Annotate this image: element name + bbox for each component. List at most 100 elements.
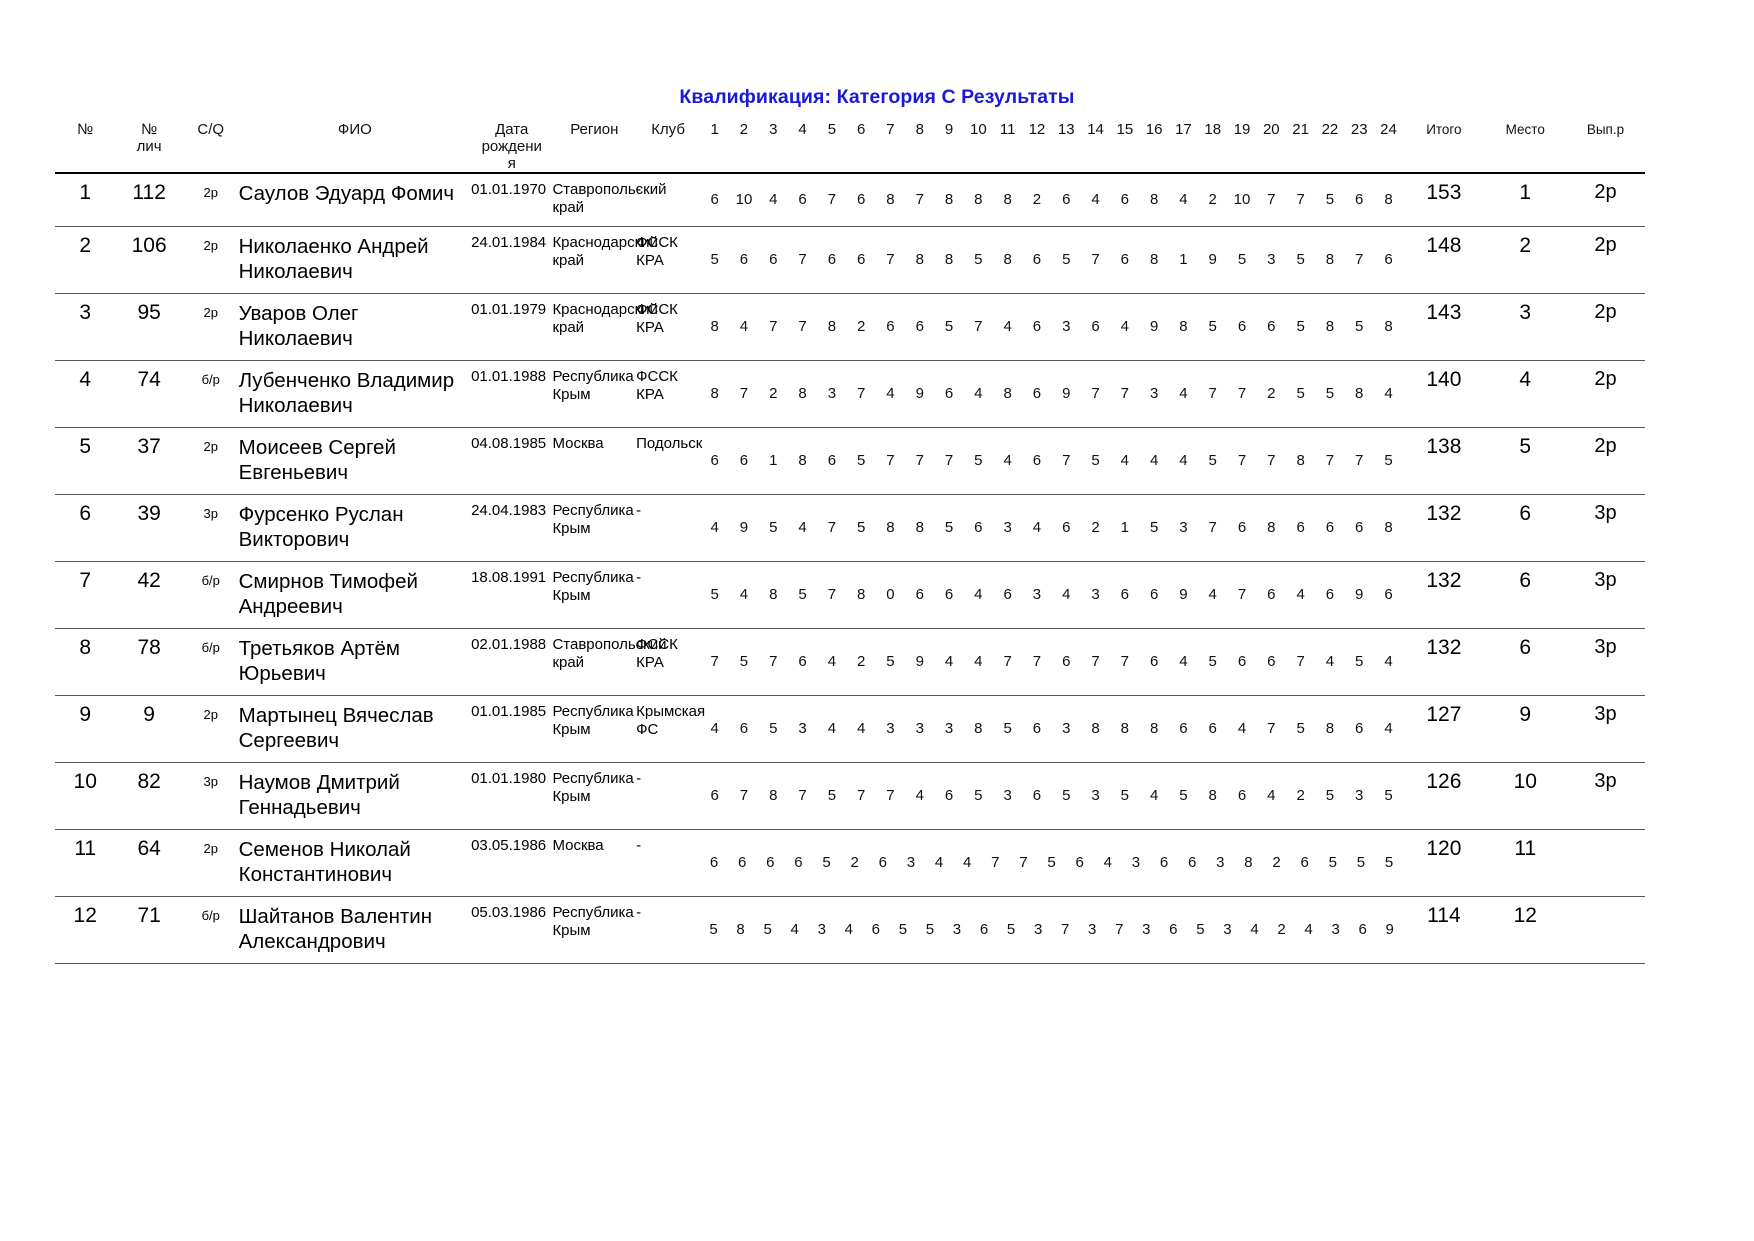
row-series-scores: 4 9 5 4 7 5 8 8 5 6 3 4 6 2 1 5 3 7 6 8 6 6 6 8 [700, 494, 1404, 563]
row-dob: 18.08.1991 [471, 561, 553, 630]
score-cell-4: 7 [798, 250, 807, 268]
col-header-dob-line2: рождени [481, 137, 542, 155]
score-cell-10: 3 [952, 920, 962, 938]
row-place: 4 [1484, 360, 1566, 429]
row-cq: б/р [182, 628, 239, 697]
score-cell-4: 4 [798, 518, 807, 536]
row-vyp: 3р [1565, 762, 1645, 831]
score-cell-19: 6 [1237, 786, 1247, 804]
score-cell-9: 5 [944, 317, 954, 335]
row-series-scores: 6 7 8 7 5 7 7 4 6 5 3 6 5 3 5 4 5 8 6 4 2 5 3 5 [700, 762, 1404, 831]
series-header-18: 18 [1204, 121, 1222, 138]
score-cell-12: 6 [1032, 451, 1042, 469]
table-row[interactable]: 10 82 3р Наумов Дмитрий Геннадьевич 01.01.19… [55, 762, 1645, 831]
table-row[interactable]: 5 37 2р Моисеев Сергей Евгеньевич 04.08.1985… [55, 427, 1645, 496]
score-cell-5: 3 [817, 920, 826, 938]
score-cell-10: 5 [974, 786, 983, 804]
table-row[interactable]: 6 39 3р Фурсенко Руслан Викторович 24.04.198… [55, 494, 1645, 563]
score-cell-5: 6 [827, 451, 837, 469]
table-row[interactable]: 8 78 б/р Третьяков Артём Юрьевич 02.01.1988 С… [55, 628, 1645, 697]
score-cell-12: 6 [1032, 250, 1042, 268]
score-cell-7: 4 [886, 384, 895, 402]
score-cell-14: 3 [1091, 786, 1100, 804]
score-cell-21: 4 [1296, 585, 1305, 603]
row-place: 9 [1484, 695, 1566, 764]
score-cell-24: 4 [1384, 719, 1393, 737]
row-bib: 9 [115, 695, 183, 764]
score-cell-12: 6 [1032, 317, 1042, 335]
score-cell-13: 6 [1062, 518, 1071, 536]
score-cell-18: 7 [1208, 384, 1217, 402]
score-cell-15: 4 [1120, 317, 1129, 335]
table-row[interactable]: 3 95 2р Уваров Олег Николаевич 01.01.1979 Кра… [55, 293, 1645, 362]
row-club: ФССК КРА [636, 293, 701, 362]
series-header-15: 15 [1116, 121, 1134, 138]
score-cell-13: 9 [1062, 384, 1071, 402]
series-header-5: 5 [827, 121, 837, 138]
score-cell-3: 5 [769, 518, 778, 536]
score-cell-8: 5 [898, 920, 908, 938]
score-cell-20: 8 [1244, 853, 1253, 871]
score-cell-10: 4 [974, 384, 983, 402]
score-cell-1: 5 [710, 585, 719, 603]
row-place: 6 [1484, 494, 1566, 563]
score-cell-2: 5 [739, 652, 749, 670]
row-fio: Саулов Эдуард Фомич [238, 173, 472, 228]
score-cell-18: 6 [1208, 719, 1217, 737]
col-header-series: 1 2 3 4 5 6 7 8 9 10 11 12 13 14 15 16 17 18 19 20 21 22 23 24 [700, 121, 1404, 175]
row-series-scores: 6 10 4 6 7 6 8 7 8 8 8 2 6 4 6 8 4 2 10 7 7 5 6 8 [700, 173, 1404, 228]
score-cell-7: 6 [871, 920, 880, 938]
score-cell-21: 6 [1296, 518, 1305, 536]
table-row[interactable]: 2 106 2р Николаенко Андрей Николаевич 24.01.… [55, 226, 1645, 295]
row-region: Ставропольский край [552, 628, 667, 697]
score-cell-17: 4 [1179, 190, 1188, 208]
table-row[interactable]: 1 112 2р Саулов Эдуард Фомич 01.01.1970 Ставр… [55, 173, 1645, 228]
score-cell-11: 7 [1003, 652, 1012, 670]
score-cell-24: 8 [1384, 190, 1393, 208]
score-cell-5: 7 [827, 518, 837, 536]
score-cell-4: 8 [798, 384, 807, 402]
row-club: Подольск [636, 427, 702, 496]
score-cell-10: 5 [974, 451, 983, 469]
score-cell-6: 2 [850, 853, 859, 871]
row-rank: 8 [55, 628, 116, 697]
score-cell-8: 7 [915, 190, 924, 208]
row-vyp: 3р [1565, 494, 1645, 563]
results-table-container: № № лич C/Q ФИО Дата рождени [55, 121, 1705, 965]
row-series-scores: 5 6 6 7 6 6 7 8 8 5 8 6 5 7 6 8 1 9 5 3 5 8 7 6 [700, 226, 1404, 295]
score-cell-14: 5 [1091, 451, 1100, 469]
row-fio: Наумов Дмитрий Геннадьевич [238, 762, 472, 831]
score-cell-7: 7 [886, 451, 895, 469]
score-cell-19: 7 [1237, 585, 1247, 603]
score-cell-22: 8 [1325, 250, 1335, 268]
score-cell-15: 7 [1120, 652, 1129, 670]
score-cell-13: 5 [1062, 786, 1071, 804]
score-cell-9: 5 [944, 518, 954, 536]
score-cell-8: 3 [906, 853, 916, 871]
table-row[interactable]: 7 42 б/р Смирнов Тимофей Андреевич 18.08.199… [55, 561, 1645, 630]
col-header-dob-line3: я [507, 154, 516, 172]
score-cell-6: 7 [856, 384, 866, 402]
table-row[interactable]: 4 74 б/р Лубенченко Владимир Николаевич 01.0… [55, 360, 1645, 429]
score-cell-20: 3 [1223, 920, 1232, 938]
row-total: 127 [1403, 695, 1485, 764]
score-cell-20: 4 [1267, 786, 1276, 804]
table-row[interactable]: 11 64 2р Семенов Николай Константинович 03.0… [55, 829, 1645, 898]
col-header-vyp-label: Вып.р [1586, 122, 1625, 137]
row-total: 120 [1403, 829, 1485, 898]
score-cell-6: 2 [856, 652, 866, 670]
score-cell-17: 3 [1142, 920, 1151, 938]
table-row[interactable]: 9 9 2р Мартынец Вячеслав Сергеевич 01.01.198… [55, 695, 1645, 764]
score-cell-4: 6 [798, 190, 807, 208]
row-dob: 01.01.1988 [471, 360, 553, 429]
series-header-row: 1 2 3 4 5 6 7 8 9 10 11 12 13 14 15 16 17 18 19 20 21 22 23 24 [700, 121, 1403, 139]
table-row[interactable]: 12 71 б/р Шайтанов Валентин Александрович 05… [55, 897, 1645, 964]
score-cell-18: 8 [1208, 786, 1217, 804]
score-cell-24: 4 [1384, 652, 1393, 670]
score-cell-26: 9 [1385, 920, 1394, 938]
row-place: 2 [1484, 226, 1566, 295]
score-cell-16: 8 [1149, 190, 1159, 208]
score-cell-9: 4 [934, 853, 944, 871]
score-cell-18: 4 [1208, 585, 1217, 603]
